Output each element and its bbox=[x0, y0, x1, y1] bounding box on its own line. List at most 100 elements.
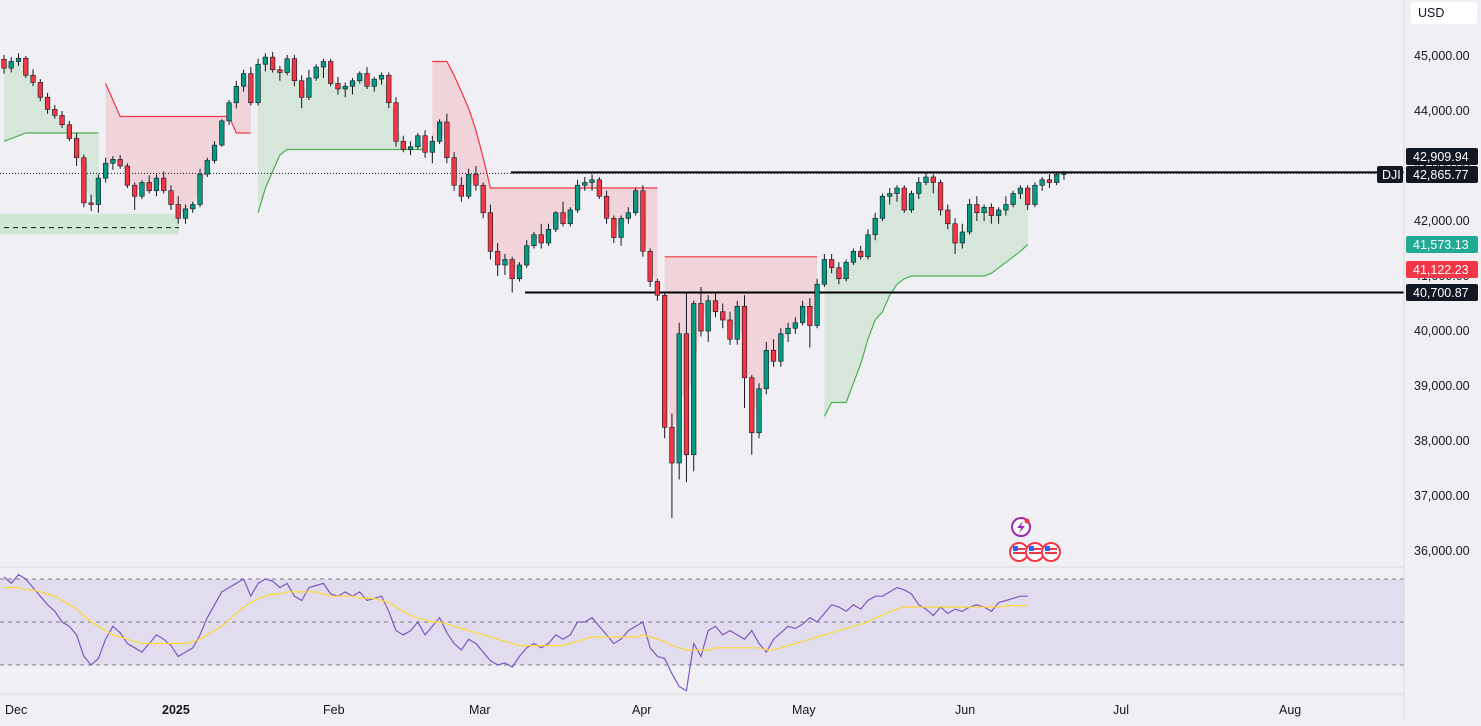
candle[interactable] bbox=[422, 130, 428, 158]
rsi-ma-line[interactable] bbox=[4, 587, 1028, 651]
candle[interactable] bbox=[124, 163, 131, 188]
candle[interactable] bbox=[52, 104, 58, 119]
candle[interactable] bbox=[662, 292, 668, 439]
candle[interactable] bbox=[582, 177, 588, 191]
candle[interactable] bbox=[146, 175, 152, 194]
candle[interactable] bbox=[139, 180, 145, 199]
candle[interactable] bbox=[320, 58, 327, 78]
candle[interactable] bbox=[37, 79, 43, 102]
candle[interactable] bbox=[190, 201, 196, 213]
candle[interactable] bbox=[589, 174, 595, 191]
candle[interactable] bbox=[458, 177, 464, 202]
candle[interactable] bbox=[328, 58, 334, 87]
candle[interactable] bbox=[749, 375, 755, 455]
candle[interactable] bbox=[524, 240, 530, 268]
candle[interactable] bbox=[996, 207, 1002, 224]
candle[interactable] bbox=[378, 72, 385, 85]
candle[interactable] bbox=[1025, 185, 1031, 210]
candle[interactable] bbox=[429, 135, 435, 164]
candle[interactable] bbox=[175, 196, 181, 224]
candle[interactable] bbox=[15, 53, 22, 66]
candle[interactable] bbox=[829, 254, 835, 274]
candle[interactable] bbox=[466, 168, 472, 199]
candle[interactable] bbox=[219, 119, 225, 147]
candle[interactable] bbox=[858, 245, 864, 260]
candle[interactable] bbox=[727, 311, 733, 345]
candle[interactable] bbox=[117, 155, 123, 169]
candle[interactable] bbox=[480, 182, 486, 219]
candle[interactable] bbox=[814, 278, 820, 329]
candle[interactable] bbox=[30, 69, 36, 87]
candle[interactable] bbox=[1, 54, 7, 74]
candle[interactable] bbox=[567, 207, 573, 227]
candle[interactable] bbox=[887, 188, 893, 205]
candle[interactable] bbox=[197, 168, 203, 208]
candle[interactable] bbox=[770, 339, 777, 367]
candle[interactable] bbox=[182, 204, 189, 224]
candle[interactable] bbox=[930, 174, 936, 194]
candle[interactable] bbox=[81, 154, 87, 208]
candle[interactable] bbox=[705, 295, 711, 342]
candle[interactable] bbox=[415, 133, 421, 150]
candle[interactable] bbox=[262, 53, 268, 72]
candle[interactable] bbox=[1003, 196, 1009, 216]
candle[interactable] bbox=[945, 204, 951, 230]
candle[interactable] bbox=[937, 179, 944, 216]
candle[interactable] bbox=[633, 188, 639, 216]
candle[interactable] bbox=[698, 287, 704, 337]
candle[interactable] bbox=[1010, 190, 1016, 208]
candle[interactable] bbox=[553, 211, 559, 232]
candle[interactable] bbox=[763, 342, 769, 395]
candle[interactable] bbox=[1054, 172, 1060, 186]
event-lightning-icon[interactable] bbox=[1011, 517, 1031, 537]
candle[interactable] bbox=[277, 65, 283, 81]
candle[interactable] bbox=[923, 172, 929, 186]
candle[interactable] bbox=[1039, 177, 1045, 191]
candle[interactable] bbox=[879, 193, 886, 222]
candle[interactable] bbox=[966, 199, 973, 235]
candle[interactable] bbox=[807, 298, 813, 348]
candle[interactable] bbox=[226, 100, 232, 125]
candle[interactable] bbox=[66, 120, 72, 142]
candle[interactable] bbox=[393, 97, 399, 147]
candle[interactable] bbox=[538, 223, 544, 249]
candle[interactable] bbox=[720, 303, 726, 329]
event-flag-icon-1[interactable] bbox=[1009, 542, 1029, 562]
candle[interactable] bbox=[444, 113, 450, 164]
candle[interactable] bbox=[654, 278, 660, 301]
candle[interactable] bbox=[509, 256, 515, 293]
candle[interactable] bbox=[284, 54, 290, 76]
candle[interactable] bbox=[8, 57, 14, 73]
candle[interactable] bbox=[603, 190, 610, 224]
candle[interactable] bbox=[23, 56, 29, 78]
candle[interactable] bbox=[669, 413, 675, 519]
candle[interactable] bbox=[95, 174, 101, 213]
candle[interactable] bbox=[778, 328, 784, 367]
candle[interactable] bbox=[407, 141, 414, 155]
candle[interactable] bbox=[974, 196, 980, 221]
candle[interactable] bbox=[233, 80, 239, 109]
candle[interactable] bbox=[683, 292, 690, 483]
candle[interactable] bbox=[451, 152, 457, 191]
candle[interactable] bbox=[611, 215, 617, 244]
candle[interactable] bbox=[916, 177, 922, 199]
candle[interactable] bbox=[291, 54, 298, 87]
candle[interactable] bbox=[799, 300, 806, 326]
candle[interactable] bbox=[1061, 170, 1067, 180]
candle[interactable] bbox=[132, 182, 138, 211]
candle[interactable] bbox=[901, 185, 907, 213]
candle[interactable] bbox=[1032, 182, 1038, 208]
candle[interactable] bbox=[473, 166, 479, 191]
candle[interactable] bbox=[364, 67, 370, 89]
candle[interactable] bbox=[756, 383, 762, 439]
candle[interactable] bbox=[734, 300, 740, 345]
candle[interactable] bbox=[596, 177, 602, 199]
candle[interactable] bbox=[103, 157, 109, 183]
event-flag-icon-3[interactable] bbox=[1041, 542, 1061, 562]
candle[interactable] bbox=[240, 69, 247, 92]
candle[interactable] bbox=[74, 133, 80, 166]
candle[interactable] bbox=[357, 71, 363, 84]
candle[interactable] bbox=[161, 171, 167, 194]
candle[interactable] bbox=[988, 203, 994, 224]
